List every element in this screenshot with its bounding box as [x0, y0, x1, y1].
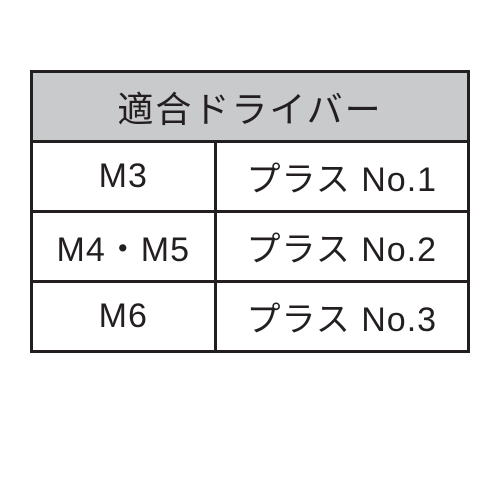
- table-header-row: 適合ドライバー: [32, 72, 469, 142]
- cell-size: M4・M5: [32, 212, 216, 282]
- cell-size: M6: [32, 282, 216, 352]
- table-row: M6 プラス No.3: [32, 282, 469, 352]
- cell-driver: プラス No.3: [215, 282, 468, 352]
- driver-compat-table: 適合ドライバー M3 プラス No.1 M4・M5 プラス No.2 M6 プラ…: [30, 70, 470, 353]
- table-header-cell: 適合ドライバー: [32, 72, 469, 142]
- table-row: M3 プラス No.1: [32, 142, 469, 212]
- table-row: M4・M5 プラス No.2: [32, 212, 469, 282]
- cell-driver: プラス No.2: [215, 212, 468, 282]
- cell-driver: プラス No.1: [215, 142, 468, 212]
- driver-compat-table-wrap: 適合ドライバー M3 プラス No.1 M4・M5 プラス No.2 M6 プラ…: [30, 70, 470, 353]
- stage: 適合ドライバー M3 プラス No.1 M4・M5 プラス No.2 M6 プラ…: [0, 0, 500, 500]
- cell-size: M3: [32, 142, 216, 212]
